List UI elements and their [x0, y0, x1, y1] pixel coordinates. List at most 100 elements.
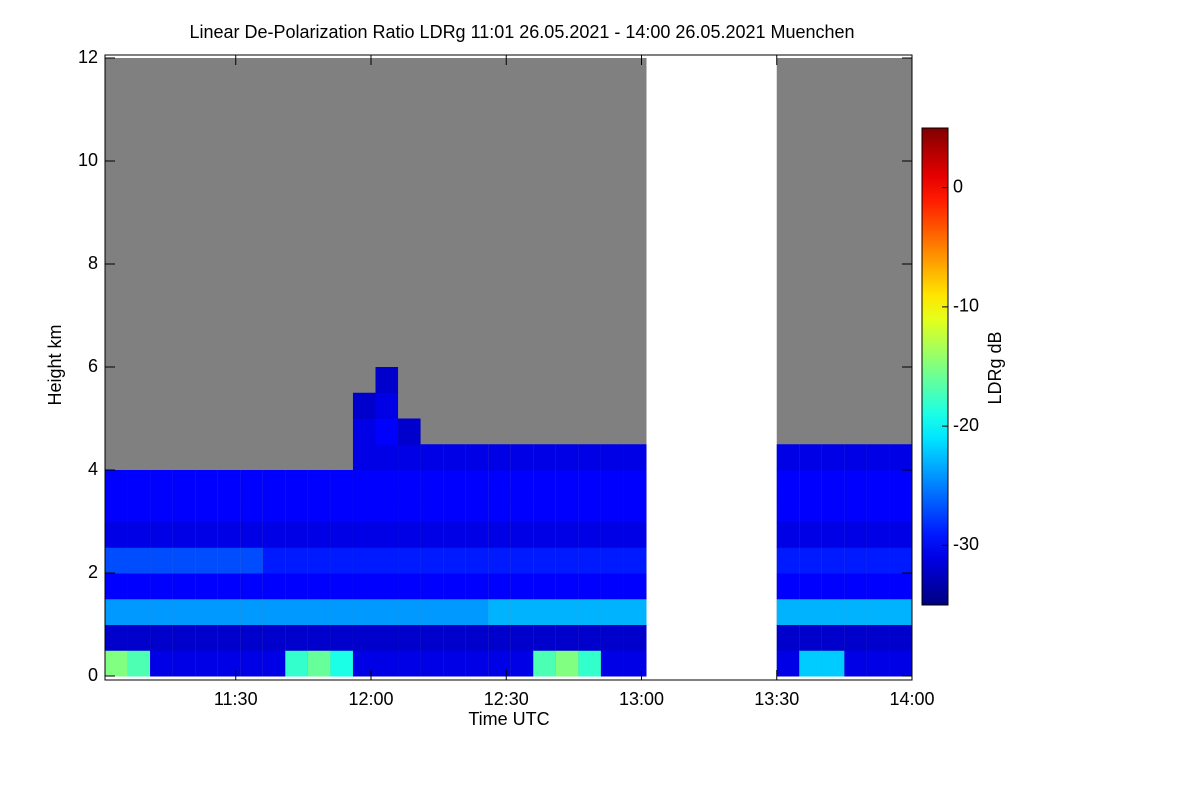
cell	[262, 624, 286, 651]
cell	[623, 598, 647, 625]
colorbar-tick-label: -20	[953, 415, 979, 435]
colorbar-label: LDRg dB	[985, 331, 1005, 404]
cell	[889, 598, 913, 625]
cell	[352, 573, 377, 600]
cell	[127, 650, 151, 677]
cell	[623, 470, 647, 497]
cell	[776, 547, 800, 574]
cell	[510, 650, 534, 677]
cell	[262, 521, 286, 548]
cell	[105, 521, 129, 548]
cell	[443, 444, 467, 471]
cell	[776, 495, 800, 522]
cell	[510, 547, 534, 574]
cell	[889, 521, 913, 548]
cell	[217, 470, 241, 497]
cell	[443, 521, 467, 548]
y-tick-label: 12	[78, 47, 98, 67]
cell	[776, 470, 800, 497]
cell	[799, 547, 823, 574]
cell	[240, 470, 264, 497]
cell	[285, 598, 309, 625]
cell	[488, 573, 512, 600]
cell	[262, 470, 286, 497]
cell	[821, 495, 845, 522]
cell	[217, 495, 241, 522]
cell	[150, 495, 174, 522]
cell	[578, 444, 602, 471]
cell	[776, 573, 800, 600]
cell	[420, 624, 444, 651]
cell	[510, 444, 534, 471]
cell	[150, 547, 174, 574]
x-tick-label: 14:00	[889, 689, 934, 709]
cell	[799, 650, 823, 677]
cell	[889, 547, 913, 574]
cell	[465, 547, 489, 574]
cell	[420, 495, 444, 522]
cell	[623, 573, 647, 600]
cell	[285, 521, 309, 548]
cell	[555, 624, 579, 651]
cell	[578, 495, 602, 522]
cell	[866, 495, 890, 522]
cell	[465, 521, 489, 548]
x-tick-label: 11:30	[214, 689, 258, 709]
cell	[330, 547, 354, 574]
cell	[465, 598, 489, 625]
y-tick-label: 8	[88, 253, 98, 273]
cell	[821, 598, 845, 625]
cell	[172, 521, 196, 548]
cell	[127, 624, 151, 651]
cell	[799, 573, 823, 600]
cell	[533, 598, 557, 625]
cell	[352, 547, 377, 574]
cell	[127, 470, 151, 497]
cell	[443, 495, 467, 522]
cell	[510, 470, 534, 497]
cell	[330, 495, 354, 522]
cell	[398, 573, 422, 600]
cell	[889, 573, 913, 600]
cell	[217, 573, 241, 600]
cell	[420, 650, 444, 677]
cell	[844, 547, 868, 574]
cell	[217, 624, 241, 651]
cell	[398, 547, 422, 574]
cell	[172, 650, 196, 677]
cell	[420, 547, 444, 574]
cell	[465, 444, 489, 471]
cell	[398, 650, 422, 677]
cell	[488, 444, 512, 471]
cell	[510, 495, 534, 522]
x-tick-label: 13:00	[619, 689, 664, 709]
cell	[195, 521, 219, 548]
y-tick-label: 10	[78, 150, 98, 170]
cell	[866, 521, 890, 548]
cell	[420, 444, 444, 471]
cell	[488, 547, 512, 574]
cell	[844, 573, 868, 600]
cell	[488, 521, 512, 548]
cell	[420, 521, 444, 548]
cell	[262, 650, 286, 677]
cell	[330, 624, 354, 651]
cell	[307, 650, 331, 677]
cell	[172, 470, 196, 497]
cell	[398, 495, 422, 522]
cell	[217, 521, 241, 548]
cell	[375, 392, 399, 419]
cell	[821, 470, 845, 497]
cell	[623, 495, 647, 522]
x-tick-label: 12:00	[348, 689, 393, 709]
cell	[352, 418, 377, 445]
cell	[330, 650, 354, 677]
cell	[150, 650, 174, 677]
cell	[510, 521, 534, 548]
cell	[398, 624, 422, 651]
cell	[555, 495, 579, 522]
cell	[465, 650, 489, 677]
cell	[195, 495, 219, 522]
cell	[799, 444, 823, 471]
cell	[555, 598, 579, 625]
